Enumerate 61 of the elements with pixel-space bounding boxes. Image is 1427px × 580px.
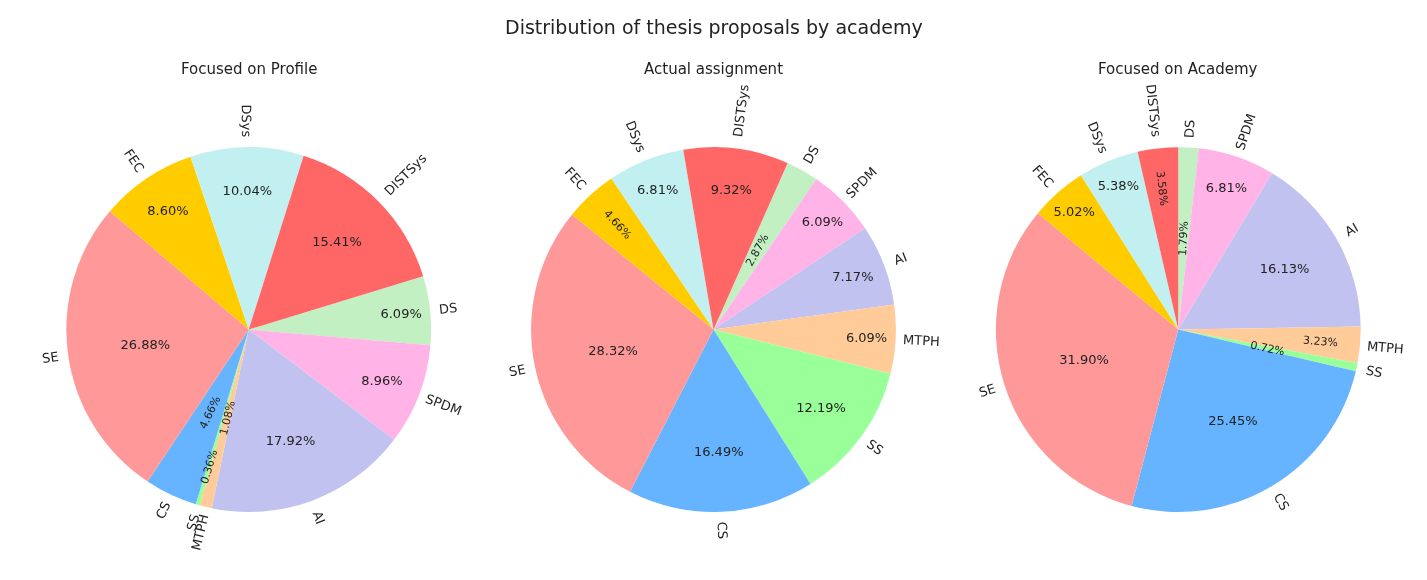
chart-title: Actual assignment [644, 60, 784, 78]
slice-label: SPDM [1232, 111, 1259, 152]
slice-label: AI [1342, 220, 1361, 240]
data-label: 6.09% [845, 330, 888, 346]
slice-label: CS [714, 521, 731, 540]
data-label: 16.49% [693, 443, 744, 459]
data-label: 3.58% [1153, 170, 1171, 207]
text: Distribution of thesis proposals by academy [505, 16, 923, 38]
data-label: 10.04% [222, 182, 273, 198]
data-label: 5.38% [1097, 177, 1140, 193]
pie-slice [683, 147, 788, 330]
chart-title: Focused on Profile [181, 60, 318, 78]
slice-label: DS [1181, 119, 1198, 139]
data-label: 28.32% [588, 343, 638, 359]
data-label: 6.09% [380, 305, 422, 321]
data-label: 17.92% [265, 433, 316, 449]
data-label: 31.90% [1059, 352, 1109, 368]
pie-slice [713, 228, 895, 330]
slice-label: MTPH [1366, 338, 1405, 357]
data-label: 8.96% [361, 373, 403, 389]
data-label: 15.41% [312, 234, 362, 250]
pie-slice [1178, 173, 1361, 330]
data-label: 6.09% [801, 214, 844, 230]
data-label: 0.72% [1249, 338, 1286, 359]
data-label: 25.45% [1208, 413, 1258, 429]
pie-slice [1178, 147, 1199, 330]
slice-label: DSys [622, 118, 649, 155]
slice-label: CS [1270, 490, 1293, 514]
slice-label: CS [152, 499, 174, 522]
data-label: 26.88% [120, 336, 171, 352]
data-label: 3.23% [1302, 333, 1339, 350]
pie-slice [713, 304, 896, 374]
slice-label: SE [507, 361, 527, 380]
slice-label: DISTSys [730, 83, 752, 138]
data-label: 5.02% [1053, 203, 1095, 219]
slice-label: SPDM [423, 390, 464, 419]
slice-label: SE [977, 380, 998, 401]
data-label: 6.81% [1205, 179, 1248, 195]
data-label: 6.81% [636, 182, 679, 198]
slice-label: AI [891, 249, 910, 268]
slice-label: SE [41, 348, 60, 367]
data-label: 12.19% [796, 400, 846, 416]
data-label: 7.17% [832, 269, 874, 285]
slice-label: DS [800, 142, 823, 167]
slice-label: SS [1364, 362, 1384, 381]
chart-title: Focused on Academy [1098, 60, 1258, 78]
slice-label: DSys [1084, 119, 1112, 156]
data-label: 0.36% [197, 448, 221, 486]
slice-label: DS [438, 300, 458, 317]
data-label: 8.60% [147, 202, 189, 218]
slice-label: DSys [238, 104, 255, 138]
data-label: 16.13% [1259, 260, 1310, 276]
pie-slice [1131, 329, 1356, 512]
pie-slice [190, 147, 304, 330]
slice-label: AI [309, 508, 329, 527]
data-label: 9.32% [710, 181, 752, 197]
data-label: 1.79% [1175, 220, 1191, 257]
slice-label: SS [864, 436, 887, 459]
slice-label: MTPH [902, 332, 941, 349]
pie-slice [248, 276, 432, 346]
slice-label: DISTSys [1143, 83, 1165, 138]
